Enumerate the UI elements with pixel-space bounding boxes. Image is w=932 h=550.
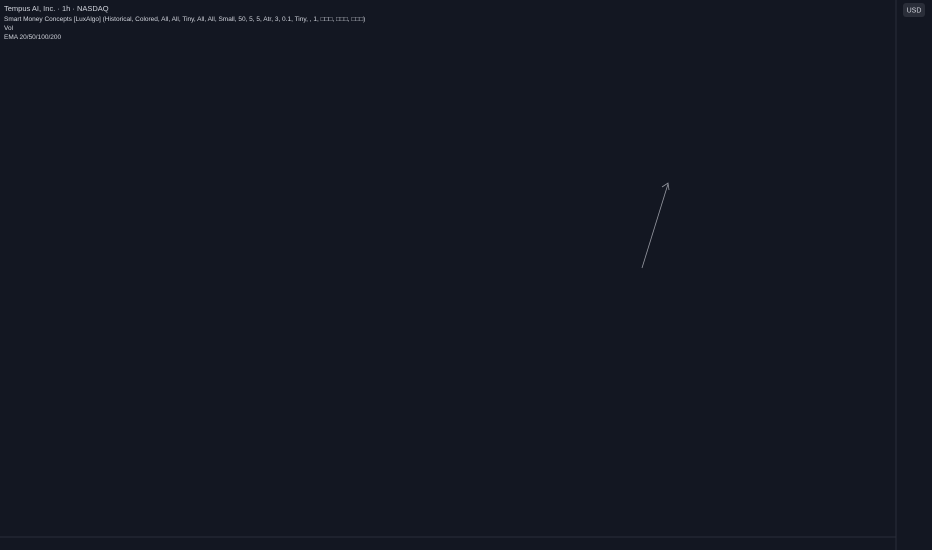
currency-button[interactable] bbox=[903, 3, 925, 17]
currency: USD bbox=[907, 7, 922, 14]
indicator-title: Smart Money Concepts [LuxAlgo] (Historic… bbox=[4, 16, 365, 23]
projection-arrow-head bbox=[661, 182, 670, 191]
projection-arrow bbox=[641, 183, 669, 269]
ema-title: EMA 20/50/100/200 bbox=[4, 34, 61, 41]
symbol-title: Tempus AI, Inc. · 1h · NASDAQ bbox=[4, 4, 109, 13]
volume-title: Vol bbox=[4, 25, 14, 32]
